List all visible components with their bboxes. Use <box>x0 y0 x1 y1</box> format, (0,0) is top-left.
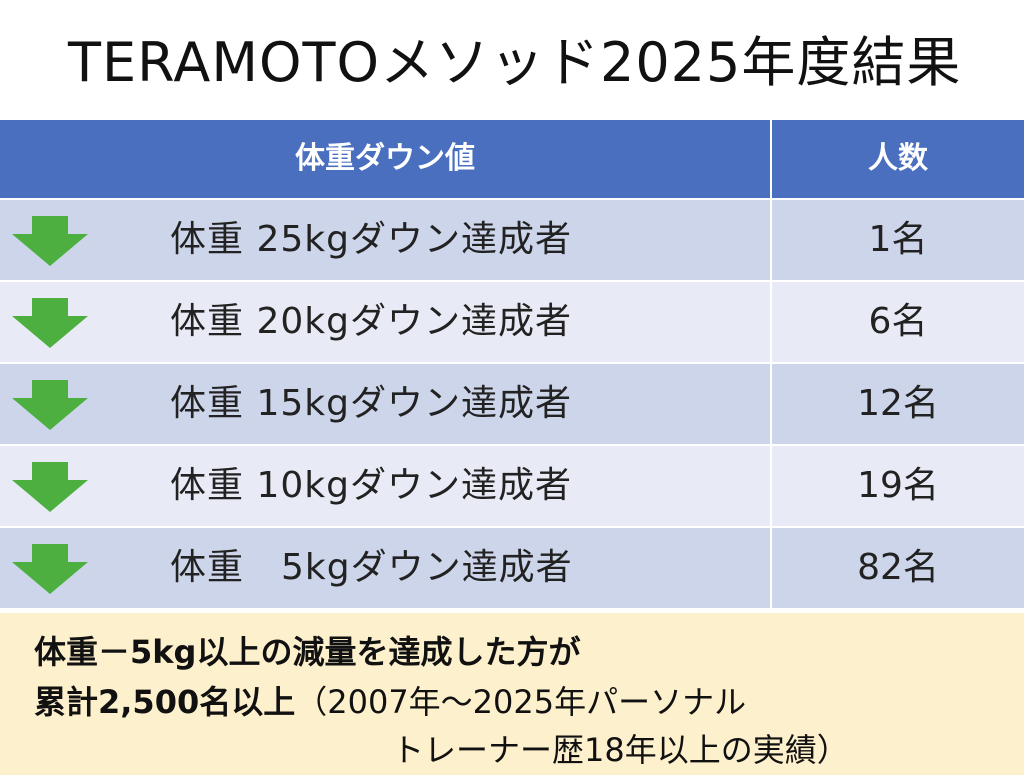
summary-note: 体重－5kg以上の減量を達成した方が 累計2,500名以上（2007年～2025… <box>0 613 1024 775</box>
table-row: 体重 15kgダウン達成者 12名 <box>0 362 1024 444</box>
table-row: 体重 20kgダウン達成者 6名 <box>0 280 1024 362</box>
table-row: 体重 5kgダウン達成者 82名 <box>0 526 1024 608</box>
column-divider <box>770 528 772 608</box>
row-label: 体重 20kgダウン達成者 <box>170 301 572 342</box>
note-total: 累計2,500名以上 <box>34 683 296 721</box>
row-label: 体重 5kgダウン達成者 <box>170 547 573 588</box>
row-count: 12名 <box>857 383 939 424</box>
column-divider <box>770 282 772 362</box>
down-arrow-icon <box>12 462 88 512</box>
column-divider <box>770 364 772 444</box>
row-label: 体重 10kgダウン達成者 <box>170 465 572 506</box>
row-label: 体重 15kgダウン達成者 <box>170 383 572 424</box>
row-count: 6名 <box>868 301 928 342</box>
column-divider <box>770 200 772 280</box>
down-arrow-icon <box>12 216 88 266</box>
results-table: 体重ダウン値 人数 体重 25kgダウン達成者 1名 体重 20kgダウン達成者… <box>0 120 1024 608</box>
column-divider <box>770 446 772 526</box>
note-line-1: 体重－5kg以上の減量を達成した方が <box>34 633 581 671</box>
row-label: 体重 25kgダウン達成者 <box>170 219 572 260</box>
table-row: 体重 10kgダウン達成者 19名 <box>0 444 1024 526</box>
row-count: 19名 <box>857 465 939 506</box>
page-title: TERAMOTOメソッド2025年度結果 <box>68 31 962 94</box>
down-arrow-icon <box>12 298 88 348</box>
table-header: 体重ダウン値 人数 <box>0 120 1024 198</box>
down-arrow-icon <box>12 380 88 430</box>
note-line-3: トレーナー歴18年以上の実績） <box>392 731 849 769</box>
table-row: 体重 25kgダウン達成者 1名 <box>0 198 1024 280</box>
row-count: 82名 <box>857 547 939 588</box>
row-count: 1名 <box>868 219 928 260</box>
note-line-2: 累計2,500名以上（2007年～2025年パーソナル <box>34 677 746 723</box>
header-weight-down: 体重ダウン値 <box>295 141 475 176</box>
header-count: 人数 <box>868 141 928 176</box>
title-area: TERAMOTOメソッド2025年度結果 <box>0 0 1024 110</box>
note-period: （2007年～2025年パーソナル <box>295 683 747 721</box>
column-divider <box>770 120 772 198</box>
down-arrow-icon <box>12 544 88 594</box>
